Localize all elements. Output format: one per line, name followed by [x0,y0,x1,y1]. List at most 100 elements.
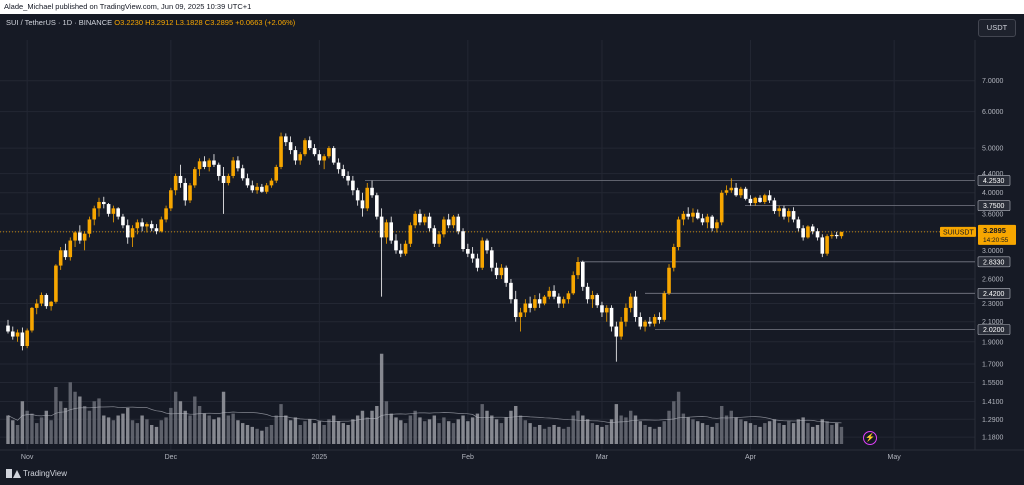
volume-bar [475,413,480,444]
volume-bar [451,423,456,444]
currency-button[interactable]: USDT [978,19,1016,37]
volume-bar [734,417,738,444]
publisher-text: Alade_Michael published on TradingView.c… [4,2,252,11]
volume-bar [561,428,566,444]
candle-body [739,188,743,196]
volume-bar [446,421,451,444]
candle-body [149,224,154,229]
candle-body [681,213,686,220]
candle-body [480,240,485,268]
tradingview-logo[interactable]: TradingView [6,469,67,478]
volume-bar [791,423,796,444]
candle-body [307,140,312,149]
candle-body [494,267,499,276]
volume-bar [159,420,163,444]
candle-body [504,267,508,283]
volume-bar [197,406,202,444]
volume-bar [370,410,374,444]
candle-body [758,197,762,202]
candle-body [384,222,389,238]
candle-body [216,164,221,176]
candle-body [193,169,197,186]
countdown-label: 14:20:55 [983,237,1009,244]
candle-body [336,162,341,170]
volume-bar [269,425,274,444]
candle-body [609,307,614,327]
volume-bar [499,423,504,444]
volume-bar [834,423,839,444]
volume-bar [58,401,63,444]
volume-bar [413,410,417,444]
candle-body [628,296,633,308]
tradingview-icon [6,469,21,478]
symbol-name[interactable]: SUI / TetherUS · 1D · BINANCE [6,18,113,27]
candle-body [365,187,370,209]
volume-bar [696,421,700,444]
volume-bar [801,417,805,444]
volume-bar [743,421,748,444]
volume-bar [312,423,317,444]
volume-bar [226,415,231,444]
volume-bar [355,415,360,444]
volume-bar [523,420,528,444]
candle-body [652,317,657,324]
y-tick-label: 1.4100 [982,399,1004,406]
volume-bar [327,419,331,444]
candle-body [63,250,68,258]
low-value: L3.1828 [175,18,203,27]
volume-bar [241,423,245,444]
volume-bar [672,401,676,444]
candle-body [159,219,164,232]
y-tick-label: 1.2900 [982,417,1004,424]
volume-bar [729,410,733,444]
y-tick-label: 3.0000 [982,248,1004,255]
candlestick-chart[interactable]: 7.00006.00005.00004.40004.00003.60003.30… [0,14,1024,466]
candle-body [10,331,15,337]
volume-bar [145,419,149,444]
volume-bar [533,426,537,444]
candle-body [422,216,427,223]
candle-body [523,303,528,313]
close-value: C3.2895 [204,18,234,27]
candle-body [466,248,470,254]
volume-bar [667,410,671,444]
y-tick-label: 7.0000 [982,78,1004,85]
candle-body [44,294,49,307]
candle-body [552,290,556,297]
candle-body [557,296,561,304]
candle-body [561,299,566,304]
volume-bar [255,428,259,444]
candle-body [595,294,599,306]
volume-bar [691,419,695,444]
candle-body [451,216,456,226]
volume-bar [284,415,288,444]
volume-bar [643,425,647,444]
footer [0,466,1024,485]
candle-body [576,262,580,276]
x-tick-label: 2025 [312,454,328,461]
candle-body [169,190,173,209]
volume-bar [825,421,829,444]
candle-body [643,321,647,327]
volume-bar [54,387,58,444]
candle-body [212,160,216,165]
y-tick-label: 1.9000 [982,339,1004,346]
candle-body [648,321,652,324]
volume-bar [777,423,781,444]
candle-body [475,258,480,268]
candle-body [456,216,461,232]
volume-bar [652,428,657,444]
candle-body [777,208,781,212]
candle-body [581,262,585,287]
candle-body [284,136,288,143]
level-label-box [977,200,1011,211]
volume-bar [748,423,753,444]
candle-body [820,237,825,254]
candle-body [485,240,489,251]
lightning-icon[interactable]: ⚡ [863,431,877,445]
candle-body [763,195,767,202]
x-tick-label: Apr [745,454,757,461]
volume-bar [308,419,312,444]
volume-bar [403,423,408,444]
